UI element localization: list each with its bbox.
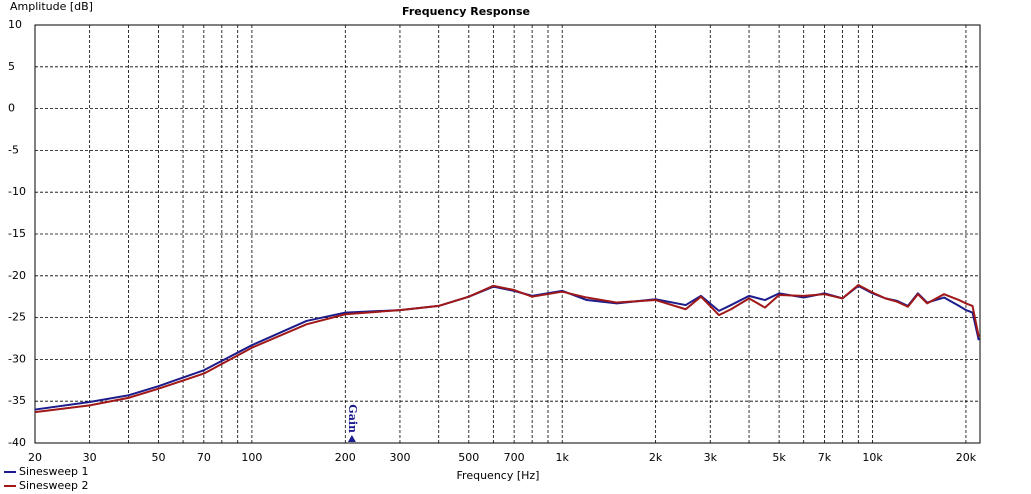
y-tick-label: -10 [8,185,26,198]
y-axis-label: Amplitude [dB] [10,0,93,13]
x-tick-label: 300 [389,451,410,464]
x-tick-label: 700 [504,451,525,464]
x-tick-label: 20k [956,451,977,464]
series-line [34,284,980,414]
legend-label: Sinesweep 2 [19,479,89,492]
x-axis-label: Frequency [Hz] [457,469,540,482]
x-tick-label: 3k [704,451,718,464]
y-tick-label: 0 [8,102,15,115]
x-tick-label: 20 [28,451,42,464]
x-tick-label: 70 [197,451,211,464]
x-tick-label: 10k [862,451,883,464]
legend-label: Sinesweep 1 [19,465,89,478]
y-tick-label: -25 [8,311,26,324]
x-tick-label: 5k [772,451,786,464]
x-tick-label: 200 [335,451,356,464]
y-tick-label: 10 [8,18,22,31]
y-tick-label: -35 [8,394,26,407]
x-tick-label: 7k [818,451,832,464]
y-tick-label: -40 [8,436,26,449]
y-tick-label: -15 [8,227,26,240]
x-tick-label: 30 [83,451,97,464]
x-tick-label: 500 [458,451,479,464]
chart-title: Frequency Response [402,5,530,18]
marker-label: Gain [346,404,359,433]
y-tick-label: 5 [8,60,15,73]
x-tick-label: 1k [556,451,570,464]
y-tick-label: -20 [8,269,26,282]
y-tick-label: -5 [8,143,19,156]
x-tick-label: 2k [649,451,663,464]
y-tick-label: -30 [8,352,26,365]
marker-triangle [347,435,356,442]
plot-frame [34,24,981,444]
x-tick-label: 50 [151,451,165,464]
x-tick-label: 100 [241,451,262,464]
